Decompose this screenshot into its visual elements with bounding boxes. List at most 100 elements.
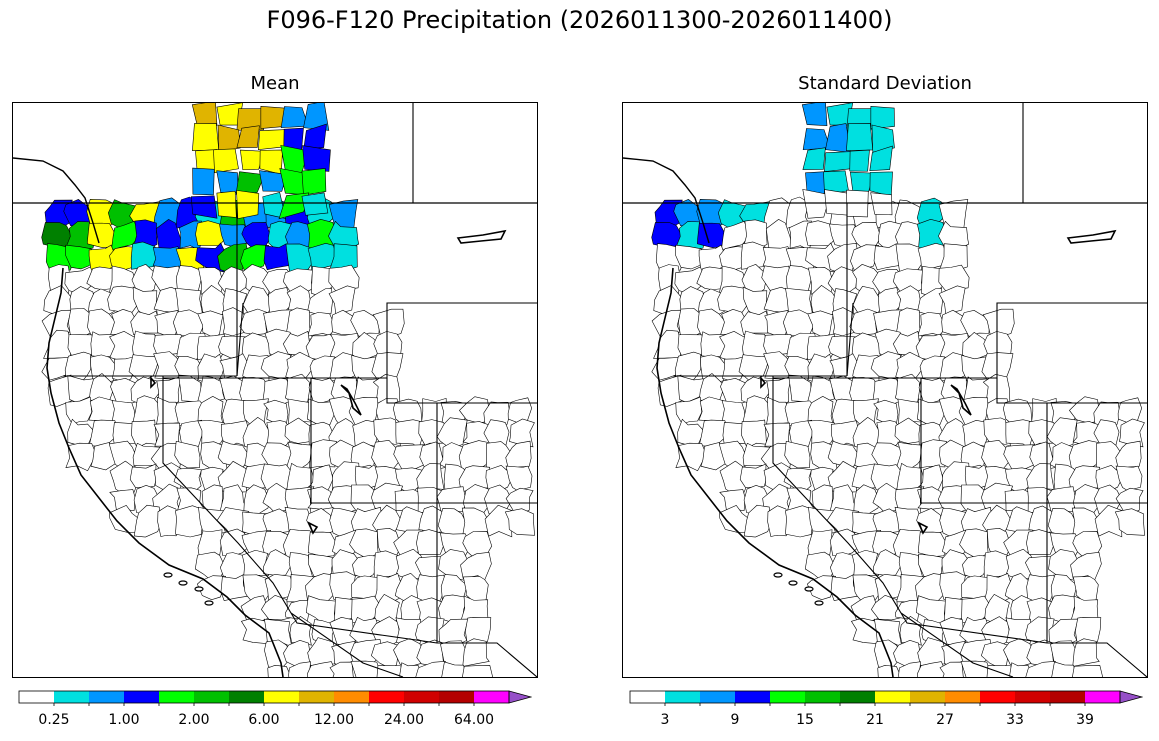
basin-polygon xyxy=(869,145,893,172)
state-border xyxy=(290,612,404,677)
basins xyxy=(651,103,1145,677)
basin-polygon xyxy=(802,147,826,170)
basin-polygon xyxy=(236,108,264,131)
basin-polygon xyxy=(416,574,447,603)
basin-polygon xyxy=(1068,440,1099,473)
colorbar-tick-label: 24.00 xyxy=(383,712,425,728)
colorbar-swatch xyxy=(159,691,194,703)
basin-polygon xyxy=(243,484,270,517)
basin-polygon xyxy=(308,439,337,469)
basin-polygon xyxy=(130,310,161,336)
basin-polygon xyxy=(1115,465,1143,491)
basin-polygon xyxy=(328,243,358,272)
lake xyxy=(1066,229,1117,244)
basin-polygon xyxy=(849,308,878,336)
basin-polygon xyxy=(284,373,310,406)
basin-polygon xyxy=(86,199,119,230)
basin-polygon xyxy=(789,419,813,451)
basin-polygon xyxy=(846,123,874,152)
basin-polygon xyxy=(436,486,467,513)
basin-polygon xyxy=(462,638,490,667)
basin-polygon xyxy=(260,106,285,129)
map-stddev xyxy=(622,102,1148,678)
basin-polygon xyxy=(986,665,1014,677)
state-border xyxy=(846,302,854,377)
state-border xyxy=(921,302,1147,379)
basin-polygon xyxy=(917,287,943,317)
basin-polygon xyxy=(850,244,880,274)
colorbar-swatch xyxy=(334,691,369,703)
island xyxy=(788,580,798,586)
colorbar-tick-label: 0.25 xyxy=(38,712,70,728)
basin-polygon xyxy=(807,529,833,560)
basin-polygon xyxy=(259,170,287,192)
basin-polygon xyxy=(505,487,534,516)
lake xyxy=(950,384,972,416)
basin-polygon xyxy=(917,661,947,677)
lake xyxy=(340,384,362,416)
basin-polygon xyxy=(918,439,947,469)
colorbar-swatch xyxy=(194,691,229,703)
basin-polygon xyxy=(802,189,831,219)
basin-polygon xyxy=(962,555,990,580)
basin-polygon xyxy=(213,148,239,174)
basin-polygon xyxy=(874,328,902,360)
lake xyxy=(760,375,767,389)
basin-polygon xyxy=(851,549,879,580)
basin-polygon xyxy=(850,171,875,193)
colorbar-swatch xyxy=(980,691,1015,703)
basin-polygon xyxy=(415,660,447,677)
basin-polygon xyxy=(47,374,73,407)
colorbar-extend-max xyxy=(508,690,532,704)
basin-polygon xyxy=(88,419,120,448)
colorbar-swatch xyxy=(840,691,875,703)
basin-polygon xyxy=(981,641,1011,670)
basin-polygon xyxy=(217,124,241,153)
basin-polygon xyxy=(283,127,304,150)
basin-polygon xyxy=(267,665,292,677)
basin-polygon xyxy=(917,531,949,557)
basin-polygon xyxy=(192,167,215,196)
basin-polygon xyxy=(504,508,535,536)
basin-polygon xyxy=(264,328,292,360)
island xyxy=(163,572,173,578)
colorbar-swatch xyxy=(264,691,299,703)
coastline xyxy=(46,267,284,677)
basin-polygon xyxy=(938,264,970,293)
basin-polygon xyxy=(849,149,870,172)
state-border xyxy=(386,378,537,404)
map-mean xyxy=(12,102,538,678)
basin-polygon xyxy=(65,396,93,425)
colorbar-swatch xyxy=(229,691,264,703)
basin-polygon xyxy=(1026,529,1057,555)
basin-polygon xyxy=(393,638,425,667)
basin-polygon xyxy=(436,417,468,450)
state-border xyxy=(436,403,537,504)
basin-polygon xyxy=(64,266,97,294)
basin-polygon xyxy=(784,440,811,469)
basin-polygon xyxy=(1072,665,1103,677)
basin-polygon xyxy=(129,463,157,488)
basin-polygon xyxy=(328,285,356,317)
basin-polygon xyxy=(894,373,920,406)
state-border xyxy=(1046,403,1147,504)
basin-polygon xyxy=(371,440,404,471)
basin-polygon xyxy=(741,264,767,297)
basin-polygon xyxy=(739,463,767,488)
island xyxy=(194,586,204,592)
basin-polygon xyxy=(462,665,493,677)
map-stddev-svg xyxy=(623,103,1147,677)
basin-polygon xyxy=(174,440,201,469)
basin-polygon xyxy=(350,310,380,337)
basin-polygon xyxy=(982,308,1015,338)
basin-polygon xyxy=(1114,508,1145,536)
basin-polygon xyxy=(1115,440,1142,470)
state-border xyxy=(900,612,1014,677)
basin-polygon xyxy=(853,484,880,517)
basin-polygon xyxy=(329,571,356,603)
colorbar-tick-label: 39 xyxy=(1076,712,1094,728)
basin-polygon xyxy=(301,168,327,196)
lake xyxy=(917,521,929,535)
basin-polygon xyxy=(307,531,339,557)
basin-polygon xyxy=(192,123,220,152)
